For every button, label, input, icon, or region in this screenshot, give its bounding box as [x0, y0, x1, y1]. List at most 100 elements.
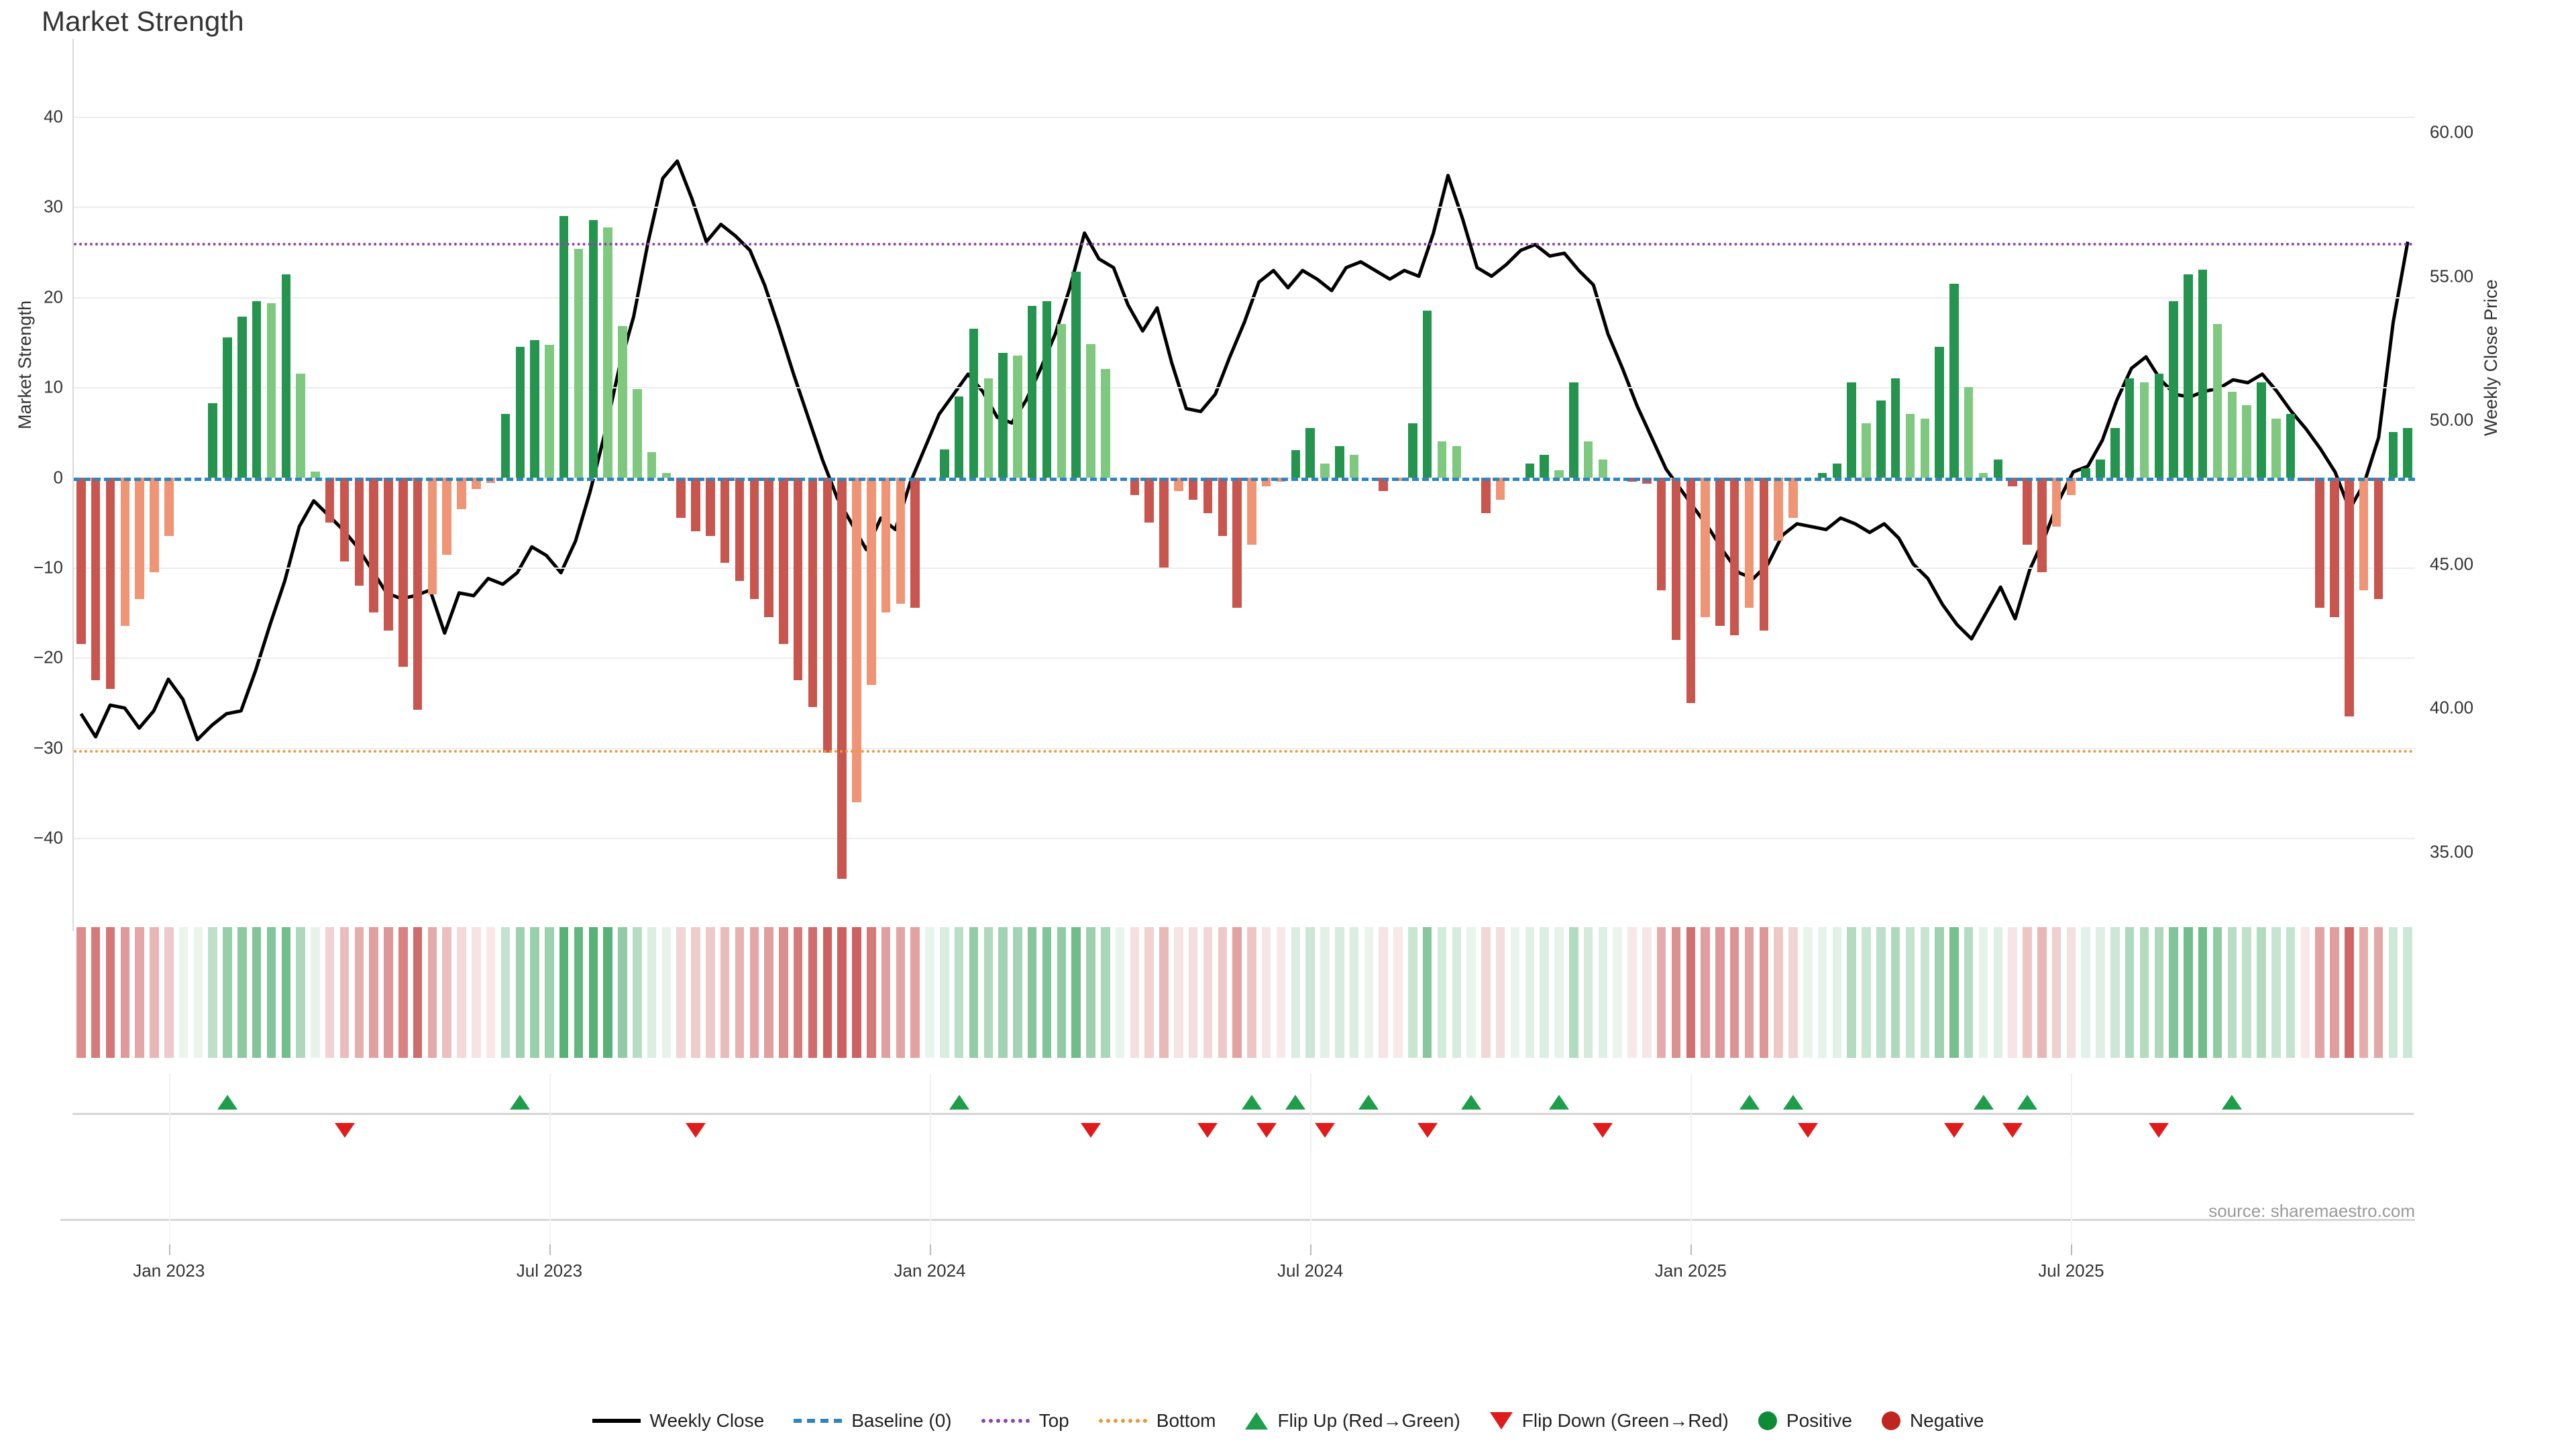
legend-item-top[interactable]: Top [981, 1410, 1069, 1432]
legend-swatch-top-icon [981, 1419, 1030, 1423]
x-axis-tick [549, 1244, 551, 1255]
flip-down-marker [1593, 1123, 1613, 1138]
strength-bar [1452, 445, 1462, 478]
legend-label: Weekly Close [649, 1410, 765, 1431]
heatmap-cell [398, 927, 408, 1058]
legend-item-positive[interactable]: Positive [1758, 1410, 1852, 1432]
strength-bar [442, 477, 451, 555]
legend-label: Flip Down (Green→Red) [1521, 1410, 1729, 1431]
heatmap-cell [603, 927, 612, 1058]
heatmap-cell [530, 927, 539, 1058]
heatmap-cell [837, 927, 847, 1058]
heatmap-cell [1759, 927, 1769, 1058]
strength-bar [2110, 427, 2120, 478]
strength-bar [1949, 283, 1959, 478]
zero-baseline [74, 477, 2415, 481]
heatmap-cell [1803, 927, 1813, 1058]
strength-bar [1715, 477, 1725, 627]
heatmap-cell [1935, 927, 1944, 1058]
strength-bar [1583, 441, 1593, 478]
y-axis-left-tick: −10 [33, 557, 63, 578]
grid-line [74, 747, 2415, 749]
heatmap-cell [1174, 927, 1183, 1058]
x-axis-tick-label: Jan 2023 [133, 1260, 205, 1281]
strength-bar [1203, 477, 1213, 514]
flip-row-gridline [930, 1073, 932, 1154]
y-axis-right-tick: 35.00 [2430, 841, 2474, 862]
x-axis: Jan 2023 Jul 2023 Jan 2024 Jul 2024 Jan 2025… [74, 1244, 2415, 1305]
legend-item-baseline[interactable]: Baseline (0) [794, 1410, 952, 1432]
strength-bar [2359, 477, 2369, 590]
strength-bar [808, 477, 818, 708]
legend-label: Baseline (0) [851, 1410, 952, 1431]
heatmap-cell [1027, 927, 1037, 1058]
strength-bar [311, 472, 320, 478]
strength-bar [2139, 382, 2149, 478]
strength-bar [2345, 477, 2354, 716]
heatmap-cell [472, 927, 481, 1058]
heatmap-cell [1583, 927, 1593, 1058]
heatmap-cell [2110, 927, 2120, 1058]
x-axis-tick-label: Jan 2025 [1654, 1260, 1727, 1281]
y-axis-right-tick: 60.00 [2430, 121, 2474, 142]
heatmap-cell [1159, 927, 1169, 1058]
heatmap-cell [1510, 927, 1520, 1058]
x-axis-tick [2071, 1244, 2073, 1255]
strength-bar [1101, 369, 1110, 478]
x-axis-tick-label: Jan 2024 [894, 1260, 966, 1281]
legend-item-weekly-close[interactable]: Weekly Close [592, 1410, 765, 1432]
heatmap-cell [1905, 927, 1915, 1058]
legend-swatch-baseline-icon [794, 1419, 843, 1423]
strength-bar [661, 472, 672, 478]
heatmap-cell [120, 927, 130, 1058]
heatmap-cell [793, 927, 803, 1058]
y-axis-right-tick: 40.00 [2430, 697, 2474, 718]
strength-bar [1554, 470, 1564, 478]
legend-item-flip-up[interactable]: Flip Up (Red→Green) [1245, 1410, 1460, 1432]
flip-down-marker [1943, 1123, 1964, 1138]
strength-bar [1247, 477, 1256, 545]
strength-bar [2330, 477, 2339, 617]
strength-bar [588, 220, 598, 478]
heatmap-cell [1276, 927, 1286, 1058]
heatmap-cell [1729, 927, 1739, 1058]
strength-bar [1905, 414, 1915, 478]
strength-bar [164, 477, 174, 536]
strength-bar [76, 477, 86, 645]
legend-swatch-flip-down-icon [1489, 1412, 1513, 1430]
flip-down-marker [1256, 1123, 1277, 1138]
strength-bar [2023, 477, 2032, 545]
legend-item-flip-down[interactable]: Flip Down (Green→Red) [1489, 1410, 1729, 1432]
heatmap-cell [2051, 927, 2061, 1058]
strength-bar [2212, 324, 2222, 478]
strength-bar [2169, 301, 2178, 478]
heatmap-cell [1013, 927, 1022, 1058]
flip-up-marker [1285, 1095, 1306, 1110]
grid-line [74, 838, 2415, 840]
heatmap-cell [647, 927, 657, 1058]
heatmap-cell [2037, 927, 2047, 1058]
strength-bar [2271, 419, 2281, 478]
legend-item-bottom[interactable]: Bottom [1098, 1410, 1216, 1432]
strength-bar [208, 403, 217, 478]
heatmap-cell [1305, 927, 1315, 1058]
strength-bar [398, 477, 408, 667]
heatmap-cell [808, 927, 818, 1058]
strength-bar [1320, 464, 1330, 478]
y-axis-left-tick: 40 [44, 106, 63, 127]
strength-bar [1569, 382, 1578, 478]
strength-bar [1832, 464, 1842, 478]
heatmap-cell [735, 927, 745, 1058]
flip-row-gridline [2071, 1073, 2073, 1154]
heatmap-cell [1408, 927, 1417, 1058]
heatmap-cell [281, 927, 291, 1058]
strength-bar [603, 227, 612, 478]
heatmap-cell [1817, 927, 1827, 1058]
strength-bar [852, 477, 861, 802]
strength-bar [940, 449, 949, 478]
flip-down-marker [1197, 1123, 1218, 1138]
legend-item-negative[interactable]: Negative [1881, 1410, 1984, 1432]
flip-marker-row [72, 1073, 2415, 1154]
strength-bar [1495, 477, 1505, 500]
heatmap-cell [2169, 927, 2178, 1058]
